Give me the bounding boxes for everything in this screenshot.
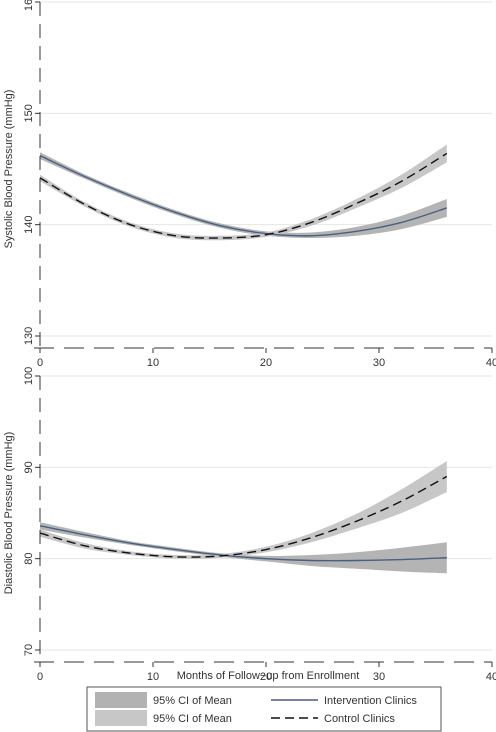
legend-ci-label-2: 95% CI of Mean	[153, 713, 232, 725]
x-tick-label: 0	[37, 357, 43, 369]
panel-1: 130 140 150 160 0 10 20 30 40 Systolic Blood Pres…	[3, 0, 496, 369]
panels: 130 140 150 160 0 10 20 30 40 Systolic Blood Pres…	[3, 0, 496, 683]
y-tick-label: 100	[23, 367, 35, 385]
y-tick-label: 80	[23, 553, 35, 565]
legend: 95% CI of Mean 95% CI of Mean Interventi…	[86, 686, 442, 732]
series-line-2	[39, 152, 448, 239]
ci-band-2	[40, 460, 447, 559]
x-tick-label: 20	[260, 357, 272, 369]
y-tick-label: 160	[23, 0, 35, 11]
y-tick-label: 130	[23, 327, 35, 345]
y-tick-label: 70	[23, 644, 35, 656]
series-line-1	[39, 525, 447, 562]
y-tick-label: 150	[23, 104, 35, 122]
x-tick-label: 40	[486, 671, 496, 683]
x-tick-label: 40	[486, 357, 496, 369]
x-tick-label: 30	[373, 357, 385, 369]
legend-control-label: Control Clinics	[324, 713, 395, 725]
panel-2: 70 80 90 100 0 10 20 30 40 Diastolic Blood Pressu…	[3, 367, 496, 683]
legend-intervention-label: Intervention Clinics	[324, 695, 417, 707]
series-line-1	[39, 155, 448, 237]
x-tick-label: 20	[260, 671, 272, 683]
y-axis-title: Diastolic Blood Pressure (mmHg)	[3, 432, 15, 595]
x-tick-label: 0	[37, 671, 43, 683]
legend-ci-swatch-2	[95, 710, 147, 726]
x-tick-label: 10	[147, 357, 159, 369]
x-tick-label: 30	[373, 671, 385, 683]
legend-ci-swatch-1	[95, 692, 147, 708]
y-tick-label: 90	[23, 461, 35, 473]
x-axis-title: Months of Follow−up from Enrollment	[177, 670, 360, 682]
legend-ci-label-1: 95% CI of Mean	[153, 695, 232, 707]
y-axis-title: Systolic Blood Pressure (mmHg)	[3, 90, 15, 249]
x-tick-label: 10	[147, 671, 159, 683]
y-tick-label: 140	[23, 215, 35, 233]
